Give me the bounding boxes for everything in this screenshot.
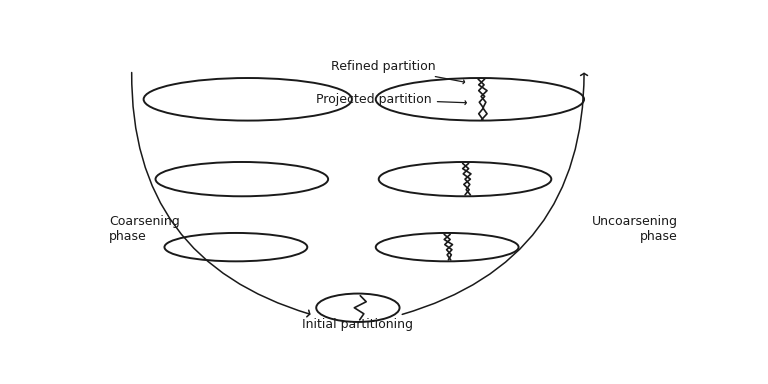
Text: Uncoarsening
phase: Uncoarsening phase — [592, 215, 678, 243]
Text: Initial partitioning: Initial partitioning — [303, 318, 413, 331]
Text: Refined partition: Refined partition — [331, 60, 465, 84]
Text: Coarsening
phase: Coarsening phase — [109, 215, 180, 243]
Text: Projected partition: Projected partition — [316, 93, 466, 106]
